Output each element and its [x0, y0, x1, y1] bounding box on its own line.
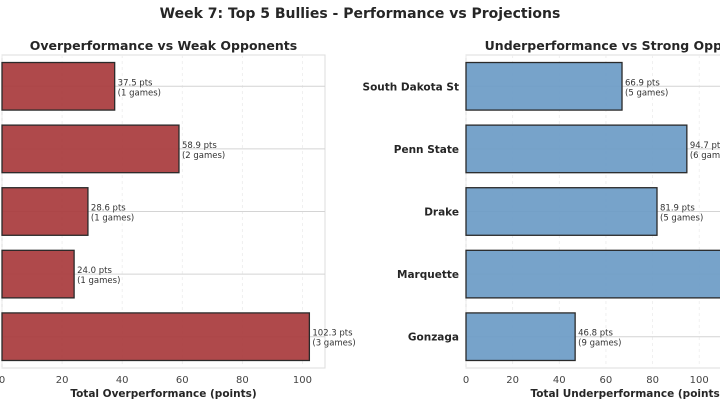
bar: [465, 61, 623, 111]
bar-games-label: (5 games): [625, 88, 668, 98]
bar-value-label: 24.0 pts: [77, 266, 112, 276]
bar-value-label: 46.8 pts: [578, 329, 613, 339]
bar-games-label: (5 games): [660, 214, 703, 224]
y-tick-label: Penn State: [394, 144, 459, 156]
x-tick-label: 0: [463, 375, 469, 386]
x-axis-label: Total Overperformance (points): [70, 388, 256, 400]
x-tick-label: 0: [0, 375, 5, 386]
x-tick-label: 80: [646, 375, 659, 386]
bar-value-label: 94.7 pts: [690, 141, 720, 151]
x-tick-label: 80: [236, 375, 249, 386]
x-tick-label: 60: [600, 375, 613, 386]
bar-games-label: (1 games): [77, 276, 120, 286]
bar-games-label: (9 games): [578, 339, 621, 349]
y-tick-label: South Dakota St: [363, 81, 459, 93]
bar-value-label: 102.3 pts: [312, 329, 353, 339]
y-tick-label: Marquette: [397, 269, 459, 281]
chart-title: Underperformance vs Strong Opponents: [485, 38, 720, 53]
bar-value-label: 37.5 pts: [118, 78, 153, 88]
bar: [465, 124, 688, 174]
x-tick-label: 40: [116, 375, 129, 386]
bar-value-label: 28.6 pts: [91, 204, 126, 214]
x-tick-label: 20: [506, 375, 519, 386]
x-tick-label: 40: [553, 375, 566, 386]
x-tick-label: 20: [56, 375, 69, 386]
bar: [465, 187, 658, 236]
x-tick-label: 100: [690, 375, 709, 386]
bar: [465, 249, 720, 299]
x-tick-label: 100: [293, 375, 312, 386]
bar-value-label: 81.9 pts: [660, 204, 695, 214]
bar-games-label: (2 games): [182, 151, 225, 161]
bar: [1, 61, 116, 111]
bar-games-label: (1 games): [118, 88, 161, 98]
bar: [1, 187, 89, 236]
figure-title: Week 7: Top 5 Bullies - Performance vs P…: [160, 6, 561, 22]
bar-value-label: 58.9 pts: [182, 141, 217, 151]
bar-games-label: (6 games): [690, 151, 720, 161]
bar-games-label: (1 games): [91, 214, 134, 224]
bar: [1, 249, 75, 299]
y-tick-label: Gonzaga: [408, 332, 459, 344]
bar-games-label: (3 games): [312, 339, 355, 349]
bar-value-label: 66.9 pts: [625, 78, 660, 88]
x-tick-label: 60: [176, 375, 189, 386]
bar: [1, 312, 311, 362]
x-axis-label: Total Underperformance (points): [530, 388, 720, 400]
y-tick-label: Drake: [424, 207, 459, 219]
chart-title: Overperformance vs Weak Opponents: [30, 38, 297, 53]
bar: [465, 312, 576, 362]
bar: [1, 124, 180, 174]
